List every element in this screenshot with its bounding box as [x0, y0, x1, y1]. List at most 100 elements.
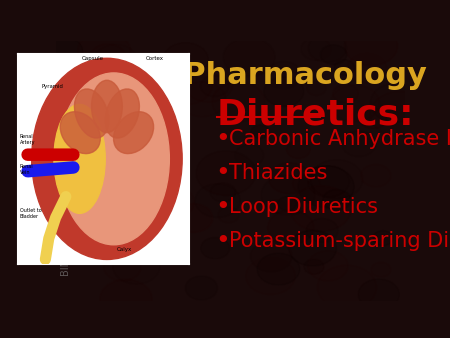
Circle shape — [94, 44, 137, 76]
Circle shape — [292, 174, 320, 194]
Circle shape — [360, 108, 387, 129]
Circle shape — [223, 38, 275, 77]
Circle shape — [201, 237, 230, 259]
Circle shape — [310, 160, 363, 199]
Circle shape — [347, 54, 387, 83]
Circle shape — [358, 279, 399, 310]
Circle shape — [69, 99, 106, 126]
Circle shape — [320, 45, 346, 65]
Circle shape — [306, 219, 338, 242]
Circle shape — [269, 163, 310, 194]
Circle shape — [251, 125, 269, 139]
Text: Carbonic Anhydrase Inhibitors: Carbonic Anhydrase Inhibitors — [229, 129, 450, 149]
Circle shape — [75, 169, 136, 215]
Circle shape — [185, 276, 217, 300]
Circle shape — [58, 244, 84, 263]
Circle shape — [90, 124, 147, 166]
Text: Potassium-sparing Diuretics: Potassium-sparing Diuretics — [229, 231, 450, 251]
Text: Renal Pharmacology: Renal Pharmacology — [76, 62, 427, 90]
Circle shape — [308, 33, 346, 62]
Text: •: • — [215, 127, 230, 151]
Circle shape — [304, 259, 324, 274]
Circle shape — [113, 249, 160, 284]
Ellipse shape — [54, 104, 105, 213]
Circle shape — [91, 106, 127, 133]
Circle shape — [268, 211, 314, 245]
Circle shape — [210, 183, 235, 202]
Circle shape — [103, 219, 125, 235]
Circle shape — [138, 156, 184, 191]
Circle shape — [261, 175, 315, 215]
Circle shape — [342, 131, 376, 156]
Text: Outlet to
Bladder: Outlet to Bladder — [20, 208, 41, 219]
Circle shape — [317, 265, 377, 309]
Circle shape — [93, 75, 122, 97]
Circle shape — [334, 60, 355, 75]
Text: BIMM118: BIMM118 — [60, 230, 71, 275]
Circle shape — [278, 197, 296, 211]
Text: Cortex: Cortex — [146, 56, 164, 62]
Circle shape — [147, 184, 194, 220]
Circle shape — [308, 166, 349, 197]
Circle shape — [81, 53, 106, 72]
Circle shape — [287, 141, 310, 159]
Circle shape — [307, 81, 326, 95]
Text: Capsule: Capsule — [82, 56, 104, 62]
Circle shape — [159, 65, 212, 105]
Circle shape — [174, 204, 213, 233]
Circle shape — [371, 262, 391, 277]
Circle shape — [308, 251, 348, 281]
Circle shape — [290, 186, 351, 232]
Text: Calyx: Calyx — [117, 247, 132, 252]
Text: •: • — [215, 229, 230, 253]
Circle shape — [257, 253, 300, 285]
Circle shape — [250, 241, 292, 272]
Text: Renal
Artery: Renal Artery — [20, 135, 35, 145]
Circle shape — [144, 157, 171, 177]
Circle shape — [288, 230, 337, 266]
Circle shape — [266, 62, 302, 89]
Circle shape — [373, 231, 393, 245]
Text: Thiazides: Thiazides — [229, 163, 327, 183]
Circle shape — [104, 174, 159, 215]
Circle shape — [370, 83, 423, 122]
Circle shape — [116, 173, 132, 185]
Circle shape — [196, 151, 256, 195]
Circle shape — [127, 150, 144, 163]
Text: Diuretics:: Diuretics: — [217, 98, 414, 132]
Circle shape — [370, 92, 431, 137]
Circle shape — [301, 38, 331, 60]
FancyArrowPatch shape — [27, 167, 73, 171]
Circle shape — [179, 82, 225, 117]
Ellipse shape — [105, 89, 140, 138]
Circle shape — [68, 249, 84, 262]
Circle shape — [235, 145, 264, 166]
Circle shape — [130, 200, 169, 229]
Circle shape — [323, 190, 351, 211]
Ellipse shape — [60, 112, 100, 153]
Text: •: • — [215, 195, 230, 219]
Circle shape — [298, 166, 354, 208]
Text: Loop Diuretics: Loop Diuretics — [229, 197, 378, 217]
Circle shape — [131, 207, 177, 242]
Circle shape — [195, 184, 240, 217]
Circle shape — [264, 77, 304, 106]
Text: Renal
Vein: Renal Vein — [20, 164, 33, 174]
Circle shape — [267, 200, 285, 214]
Ellipse shape — [113, 112, 153, 153]
Circle shape — [78, 31, 130, 71]
Circle shape — [40, 164, 103, 211]
Circle shape — [246, 258, 295, 294]
Circle shape — [45, 38, 83, 65]
Circle shape — [218, 207, 239, 223]
Circle shape — [100, 280, 152, 318]
Circle shape — [333, 84, 358, 103]
Ellipse shape — [58, 73, 169, 245]
Ellipse shape — [32, 58, 182, 260]
Text: •: • — [215, 161, 230, 185]
Circle shape — [90, 44, 126, 70]
Circle shape — [163, 43, 208, 76]
Text: Pyramid: Pyramid — [41, 83, 63, 89]
Circle shape — [330, 85, 379, 122]
Circle shape — [201, 75, 229, 97]
